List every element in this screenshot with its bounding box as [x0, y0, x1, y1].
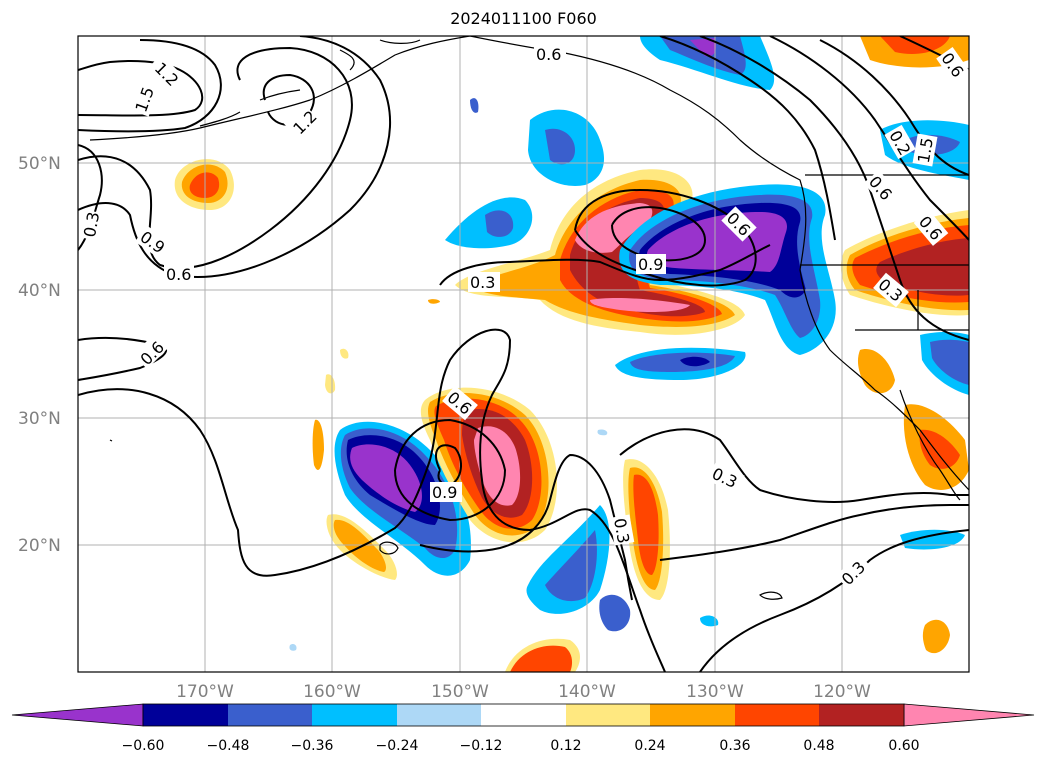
contour-label: 0.3	[470, 273, 495, 292]
lon-label-120w: 120°W	[813, 682, 871, 702]
lon-label-150w: 150°W	[431, 682, 489, 702]
colorbar-max-extension	[903, 703, 1035, 727]
colorbar-swatch	[228, 704, 312, 726]
colorbar-swatch	[819, 704, 904, 726]
colorbar-swatch	[143, 704, 228, 726]
colorbar-swatch	[735, 704, 819, 726]
lon-label-170w: 170°W	[176, 682, 234, 702]
colorbar-swatch	[397, 704, 481, 726]
colorbar-tick-label: −0.24	[376, 738, 419, 754]
colorbar-tick-label: 0.48	[803, 738, 834, 754]
colorbar-tick-label: 0.24	[634, 738, 665, 754]
colorbar-tick-label: 0.36	[719, 738, 750, 754]
contour-label: 0.6	[166, 265, 191, 284]
map-title: 2024011100 F060	[450, 9, 597, 28]
contour-label: 1.5	[914, 136, 937, 164]
colorbar-swatch	[650, 704, 735, 726]
colorbar: −0.60 −0.48 −0.36 −0.24 −0.12 0.12 0.24 …	[11, 703, 1035, 754]
lon-label-160w: 160°W	[303, 682, 361, 702]
colorbar-tick-label: 0.12	[550, 738, 581, 754]
lon-label-140w: 140°W	[558, 682, 616, 702]
colorbar-swatch	[312, 704, 397, 726]
lat-label-40n: 40°N	[18, 281, 61, 301]
graticule	[78, 36, 969, 672]
colorbar-swatch	[481, 704, 566, 726]
lat-label-30n: 30°N	[18, 409, 61, 429]
plot-area	[78, 36, 969, 672]
colorbar-tick-label: 0.60	[888, 738, 919, 754]
colorbar-tick-label: −0.36	[291, 738, 334, 754]
lat-label-50n: 50°N	[18, 154, 61, 174]
plot-frame	[77, 35, 970, 673]
colorbar-swatch	[566, 704, 650, 726]
contour-label: 0.9	[432, 483, 457, 502]
lon-label-130w: 130°W	[686, 682, 744, 702]
contour-label: 0.3	[610, 517, 633, 545]
colorbar-tick-label: −0.48	[207, 738, 250, 754]
contour-label: 0.6	[536, 45, 561, 64]
colorbar-min-extension	[11, 703, 144, 727]
coastlines	[89, 36, 969, 600]
contour-label: 0.3	[80, 210, 103, 238]
contour-label: 0.9	[638, 255, 663, 274]
colorbar-tick-label: −0.12	[460, 738, 503, 754]
colorbar-tick-label: −0.60	[122, 738, 165, 754]
lat-label-20n: 20°N	[18, 536, 61, 556]
